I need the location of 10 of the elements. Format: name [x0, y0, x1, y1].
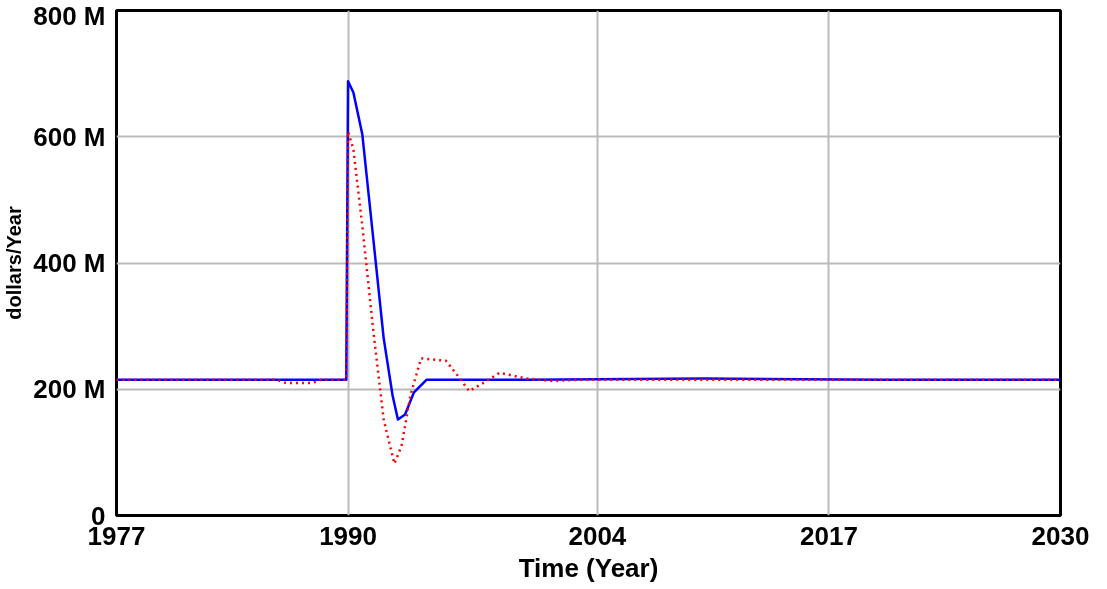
y-tick-label: 400 M [33, 248, 106, 278]
x-tick-label: 2017 [800, 520, 858, 551]
x-tick-label: 2030 [1031, 520, 1090, 551]
x-tick-label: 2004 [568, 520, 627, 551]
y-tick-label: 200 M [33, 374, 106, 405]
y-tick-label: 600 M [33, 121, 106, 152]
x-axis-title: Time (Year) [518, 552, 659, 583]
x-tick-label: 1990 [319, 520, 377, 551]
y-axis-title: dollars/Year [3, 206, 26, 320]
y-tick-label: 800 M [33, 0, 106, 31]
